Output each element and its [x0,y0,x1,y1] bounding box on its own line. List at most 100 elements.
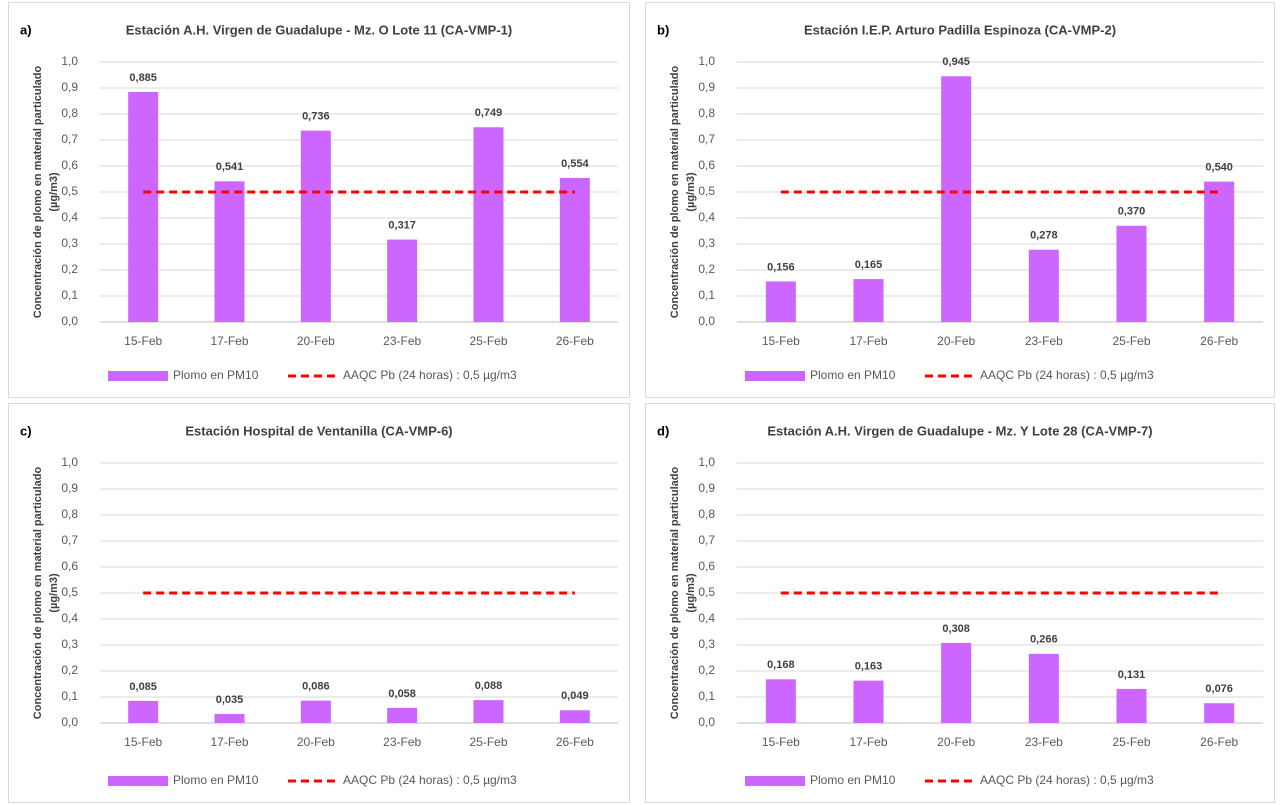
y-tick-label: 0,0 [698,314,715,328]
y-axis-label: (µg/m3) [48,172,60,212]
y-tick-label: 0,3 [61,236,78,250]
y-tick-label: 0,8 [61,507,78,521]
y-tick-label: 0,5 [61,585,78,599]
x-tick-label: 20-Feb [297,334,335,348]
data-label: 0,370 [1118,206,1146,218]
chart-title: Estación A.H. Virgen de Guadalupe - Mz. … [767,423,1152,438]
data-label: 0,541 [216,161,244,173]
x-tick-label: 25-Feb [1112,334,1150,348]
y-tick-label: 0,6 [61,559,78,573]
y-tick-label: 0,6 [698,559,715,573]
bar [765,281,796,322]
bar [941,642,972,723]
bar [300,130,331,322]
panel-border [645,403,1275,803]
bar [853,279,884,322]
bar [1028,653,1059,723]
y-tick-label: 1,0 [61,455,78,469]
legend-swatch [108,371,168,381]
data-label: 0,058 [388,688,416,700]
legend-label: AAQC Pb (24 horas) : 0,5 µg/m3 [343,368,517,382]
legend-swatch [745,776,805,786]
bar [214,713,245,723]
data-label: 0,317 [388,219,416,231]
x-tick-label: 15-Feb [762,735,800,749]
y-tick-label: 0,1 [61,288,78,302]
x-tick-label: 25-Feb [469,735,507,749]
y-axis-label: (µg/m3) [48,573,60,613]
chart-title: Estación I.E.P. Arturo Padilla Espinoza … [804,22,1116,37]
bar [559,710,590,723]
data-label: 0,165 [855,259,883,271]
data-label: 0,163 [855,661,883,673]
y-tick-label: 0,3 [698,637,715,651]
data-label: 0,540 [1205,162,1233,174]
y-tick-label: 0,4 [61,611,78,625]
legend-label: Plomo en PM10 [173,368,259,382]
y-axis-label: Concentración de plomo en material parti… [32,66,44,319]
x-tick-label: 25-Feb [469,334,507,348]
y-tick-label: 0,1 [698,689,715,703]
y-tick-label: 0,3 [698,236,715,250]
bar [559,177,590,322]
y-tick-label: 1,0 [698,455,715,469]
x-tick-label: 15-Feb [124,334,162,348]
y-tick-label: 0,5 [61,184,78,198]
bar [853,680,884,723]
bar [1028,249,1059,322]
data-label: 0,088 [475,680,503,692]
y-tick-label: 0,7 [698,132,715,146]
x-tick-label: 26-Feb [1200,735,1238,749]
x-tick-label: 15-Feb [124,735,162,749]
y-tick-label: 1,0 [61,54,78,68]
y-tick-label: 0,7 [698,533,715,547]
y-tick-label: 0,3 [61,637,78,651]
y-tick-label: 0,0 [698,715,715,729]
data-label: 0,035 [216,694,244,706]
chart-panel: a) Estación A.H. Virgen de Guadalupe - Mz… [8,2,630,398]
y-tick-label: 0,5 [698,585,715,599]
data-label: 0,885 [129,72,157,84]
y-axis-label: Concentración de plomo en material parti… [669,66,681,319]
x-tick-label: 20-Feb [297,735,335,749]
y-tick-label: 0,0 [61,314,78,328]
chart-title: Estación Hospital de Ventanilla (CA-VMP-… [185,423,452,438]
y-tick-label: 0,4 [61,210,78,224]
y-tick-label: 0,2 [698,663,715,677]
chart-panel: b) Estación I.E.P. Arturo Padilla Espinoz… [645,2,1275,398]
y-tick-label: 0,8 [698,507,715,521]
y-tick-label: 0,9 [61,80,78,94]
bar [128,91,159,323]
y-tick-label: 0,4 [698,611,715,625]
x-tick-label: 23-Feb [383,334,421,348]
y-tick-label: 0,2 [61,663,78,677]
legend-swatch [108,776,168,786]
x-tick-label: 17-Feb [210,334,248,348]
data-label: 0,076 [1205,683,1233,695]
bar [473,700,504,723]
x-tick-label: 23-Feb [1025,735,1063,749]
y-tick-label: 0,0 [61,715,78,729]
data-label: 0,168 [767,659,795,671]
y-axis-label: Concentración de plomo en material parti… [669,467,681,720]
bar [1204,703,1235,723]
legend-label: AAQC Pb (24 horas) : 0,5 µg/m3 [980,368,1154,382]
y-tick-label: 0,7 [61,533,78,547]
bar [473,127,504,322]
legend-label: Plomo en PM10 [810,368,896,382]
panel-label: c) [20,423,32,438]
y-tick-label: 0,2 [61,262,78,276]
y-tick-label: 0,7 [61,132,78,146]
y-tick-label: 0,6 [61,158,78,172]
y-axis-label: (µg/m3) [685,573,697,613]
data-label: 0,266 [1030,634,1058,646]
y-axis-label: Concentración de plomo en material parti… [32,467,44,720]
data-label: 0,278 [1030,230,1058,242]
chart-panel: c) Estación Hospital de Ventanilla (CA-VM… [8,403,630,803]
panel-border [8,403,630,803]
bar [1204,181,1235,322]
panel-label: a) [20,22,32,37]
legend-label: Plomo en PM10 [173,773,259,787]
data-label: 0,131 [1118,669,1146,681]
